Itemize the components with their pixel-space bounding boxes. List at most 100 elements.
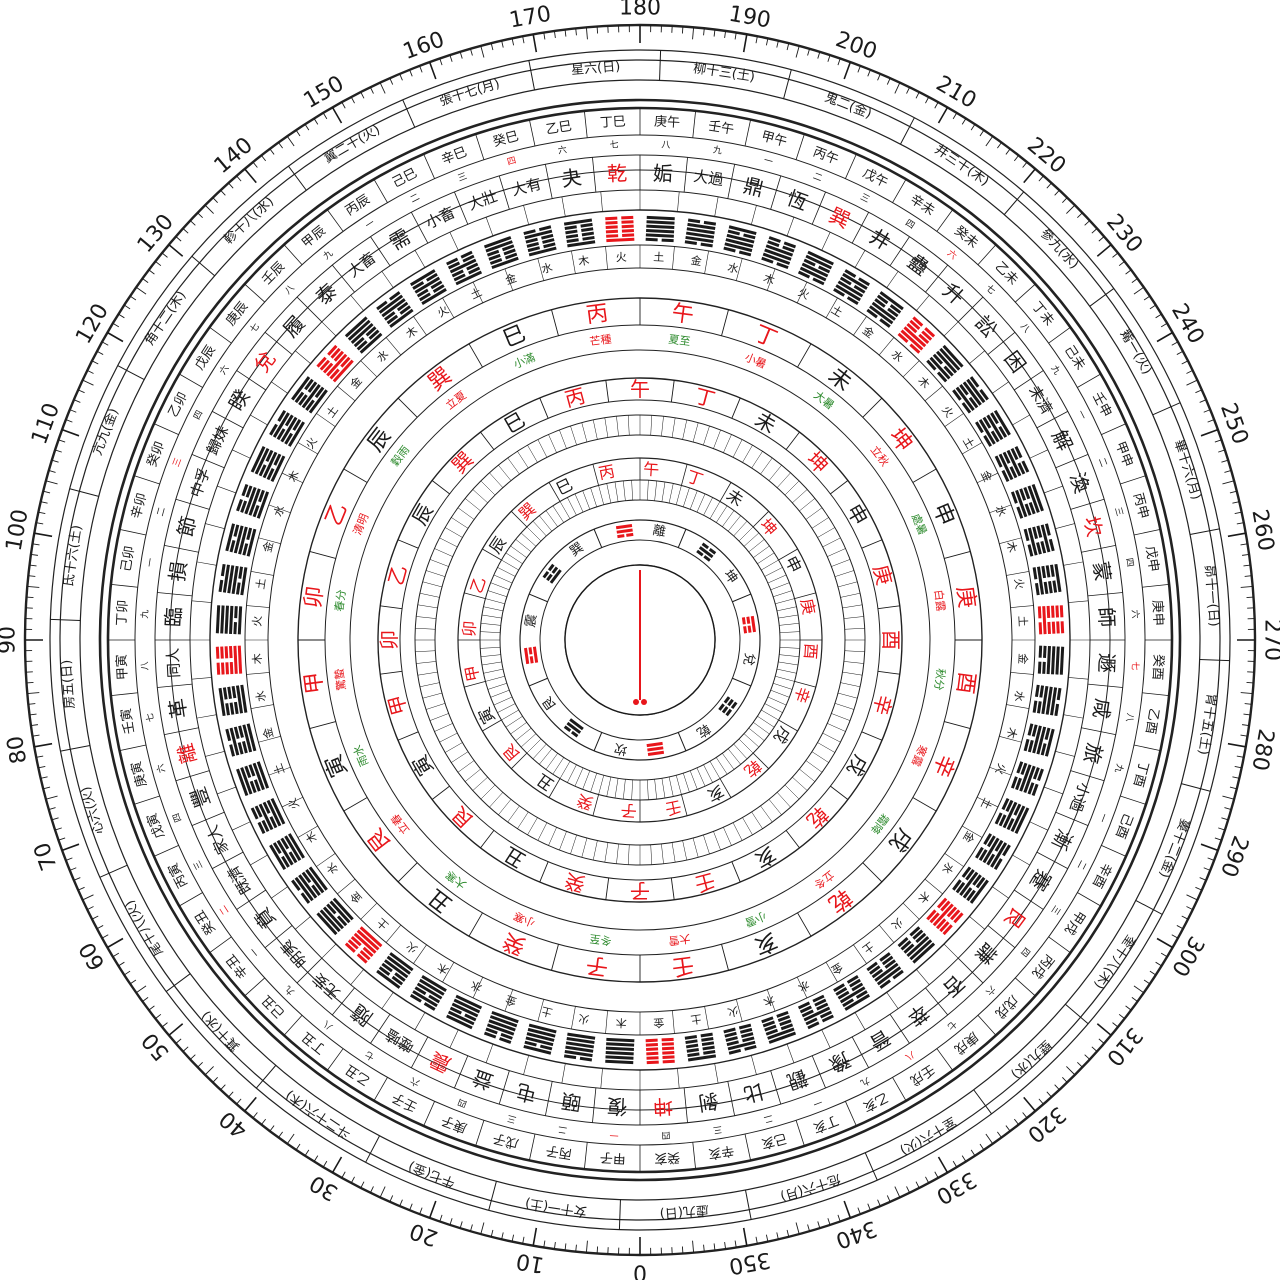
mountain-label-inner: 乾 (802, 802, 833, 833)
degree-tick (470, 48, 473, 56)
mountain-divider (721, 944, 729, 971)
hexagram-divider (889, 236, 910, 267)
degree-tick (73, 399, 81, 403)
mountain-divider-inner (877, 605, 900, 610)
hexagram-symbol (225, 523, 257, 557)
degree-tick (1227, 532, 1246, 538)
element-divider (878, 924, 895, 943)
yin-line (225, 662, 229, 675)
trigram-symbol (646, 741, 665, 756)
solar-term-label: 小暑 (743, 351, 768, 371)
yin-line (447, 261, 461, 270)
yin-line (365, 326, 377, 337)
yang-line (485, 240, 513, 253)
yin-line (523, 229, 536, 236)
fine-divider (483, 606, 504, 612)
element-label: 土 (271, 762, 287, 777)
yang-line (237, 606, 243, 635)
yin-line (702, 1045, 715, 1051)
yang-line (233, 525, 244, 554)
degree-tick (439, 1214, 443, 1222)
yang-line (272, 412, 290, 438)
number-label: 二 (409, 192, 422, 205)
degree-tick (1203, 409, 1211, 413)
fine-divider (429, 713, 449, 721)
number-label: 七 (609, 139, 619, 150)
fine-divider (592, 840, 598, 861)
degree-label-0: 0 (633, 1260, 647, 1280)
degree-tick (331, 1156, 343, 1174)
yin-line (879, 318, 891, 328)
number-label: 七 (248, 321, 262, 335)
element-divider (751, 1055, 757, 1075)
hexagram-divider (1036, 411, 1068, 429)
degree-tick (713, 29, 716, 37)
yang-line (564, 1050, 593, 1058)
mansion-label: 井三十(木) (932, 142, 992, 189)
degree-tick (1234, 511, 1242, 515)
element-divider (886, 992, 899, 1009)
mountain-label-small: 酉 (801, 643, 821, 660)
degree-tick (692, 1240, 695, 1253)
number-label: 三 (712, 1123, 722, 1134)
element-divider (337, 878, 356, 895)
element-divider (191, 600, 212, 603)
yin-line (723, 1027, 736, 1034)
degree-tick (161, 252, 168, 258)
hexagram-name: 乾 (607, 161, 628, 186)
element-divider (196, 714, 217, 719)
fine-divider (709, 501, 721, 519)
stem-label: 戊申 (1142, 545, 1161, 573)
fine-divider (723, 827, 732, 846)
fine-divider (817, 527, 835, 538)
yang-line (238, 526, 248, 555)
yang-line (605, 1051, 634, 1056)
solar-term-label: 寒露 (909, 743, 930, 769)
element-label: 金 (978, 468, 995, 484)
yin-line (661, 1042, 674, 1046)
stem-divider (1015, 977, 1036, 997)
number-label: 三 (172, 457, 185, 469)
degree-tick (1186, 894, 1198, 901)
hexagram-symbol (866, 291, 904, 328)
degree-tick (1131, 278, 1138, 283)
hexagram-symbol (236, 483, 270, 519)
yin-line (662, 1055, 675, 1059)
yin-line (218, 579, 224, 593)
yin-line (1010, 491, 1018, 504)
fine-divider (505, 552, 523, 564)
yang-line (419, 978, 445, 996)
stem-label: 癸卯 (145, 440, 168, 470)
yin-line (645, 237, 658, 242)
mountain-divider-inner (830, 480, 849, 495)
yin-line (225, 703, 230, 716)
yang-line (1046, 646, 1051, 675)
stem-label: 癸巳 (491, 129, 520, 150)
yang-line (764, 248, 792, 261)
degree-tick (1133, 286, 1145, 295)
degree-tick (692, 27, 695, 40)
yin-line (524, 1040, 537, 1047)
fine-divider (510, 545, 527, 558)
degree-tick (1023, 1096, 1036, 1112)
yin-line (998, 425, 1008, 438)
yin-line (266, 468, 275, 481)
hexagram-symbol (723, 1023, 757, 1055)
degree-tick (979, 1143, 985, 1151)
yin-line (701, 1036, 714, 1042)
mansion-label: 角十二(木) (142, 288, 189, 348)
element-divider (381, 271, 394, 288)
fine-divider (416, 661, 437, 664)
inner-mountain-divider (511, 511, 528, 528)
hexagram-symbol (446, 250, 483, 286)
yin-line (975, 421, 984, 434)
yin-line (570, 730, 579, 738)
fine-divider (722, 510, 735, 527)
yin-line (646, 1060, 659, 1065)
hexagram-symbol (797, 250, 834, 286)
stem-divider (179, 892, 203, 907)
hexagram-symbol (316, 897, 354, 936)
degree-tick (997, 142, 1002, 149)
fine-divider (490, 582, 510, 591)
yin-line (319, 359, 330, 371)
